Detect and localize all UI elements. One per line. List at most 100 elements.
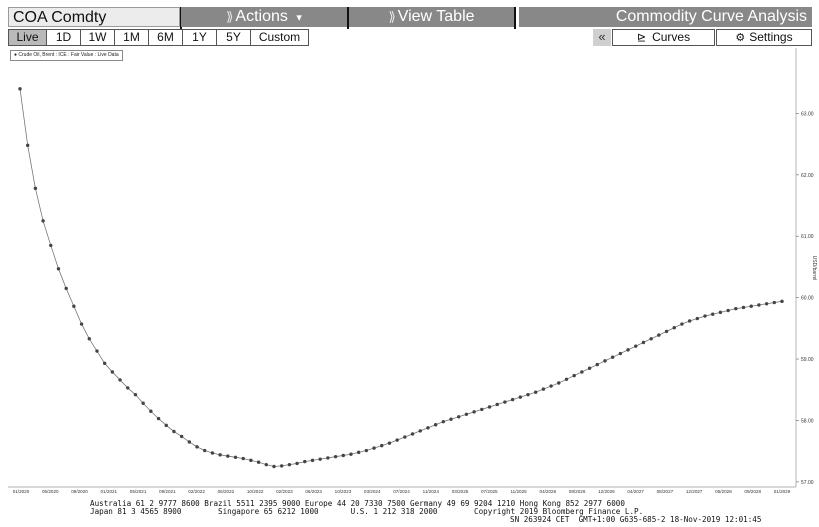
- x-tick-label: 08/2026: [569, 489, 586, 494]
- y-tick-label: 59.00: [801, 357, 814, 363]
- data-point: [618, 351, 623, 356]
- data-point: [641, 340, 646, 345]
- view-table-button[interactable]: ⟫ View Table: [349, 7, 514, 27]
- actions-menu-button[interactable]: ⟫ Actions ▾: [181, 7, 347, 27]
- data-point: [210, 451, 215, 455]
- x-tick-label: 06/2023: [305, 489, 322, 494]
- data-point: [711, 312, 715, 316]
- data-point: [749, 304, 753, 308]
- data-point: [233, 455, 238, 459]
- tab-custom[interactable]: Custom: [251, 30, 308, 45]
- data-point: [533, 390, 538, 394]
- tab-6m[interactable]: 6M: [149, 30, 183, 45]
- x-tick-label: 09/2021: [159, 489, 176, 494]
- x-tick-label: 05/2020: [42, 489, 59, 494]
- data-point: [480, 407, 484, 412]
- data-point: [772, 300, 777, 305]
- curves-button[interactable]: ⊵ Curves: [612, 29, 715, 46]
- data-point: [526, 392, 530, 397]
- x-tick-label: 07/2025: [481, 489, 498, 494]
- data-point: [226, 454, 230, 458]
- data-point: [95, 349, 99, 353]
- ticker-input[interactable]: COA Comdty: [8, 7, 180, 27]
- data-point: [518, 395, 523, 399]
- range-tabs: Live 1D 1W 1M 6M 1Y 5Y Custom: [8, 29, 309, 46]
- data-point: [79, 322, 84, 326]
- view-table-label: View Table: [397, 8, 475, 25]
- x-tick-label: 03/2024: [364, 489, 381, 494]
- series-line: [19, 88, 783, 467]
- x-tick-label: 04/2027: [627, 489, 644, 494]
- tab-1m[interactable]: 1M: [115, 30, 149, 45]
- data-point: [572, 373, 576, 378]
- data-point: [464, 412, 469, 417]
- data-point: [457, 415, 461, 419]
- collapse-button[interactable]: «: [593, 29, 611, 46]
- data-point: [156, 416, 161, 421]
- data-point: [664, 329, 669, 334]
- top-bar: COA Comdty ⟫ Actions ▾ ⟫ View Table Commod…: [0, 0, 819, 29]
- data-point: [403, 435, 407, 439]
- tab-1y[interactable]: 1Y: [183, 30, 217, 45]
- chart-legend: ● Crude Oil, Brent : ICE : Fair Value : …: [10, 50, 123, 61]
- data-point: [56, 267, 61, 271]
- tab-1d[interactable]: 1D: [47, 30, 81, 45]
- data-point: [64, 286, 68, 291]
- data-point: [364, 448, 369, 453]
- x-tick-label: 10/2023: [335, 489, 352, 494]
- data-point: [587, 366, 592, 370]
- data-point: [249, 458, 253, 463]
- data-point: [141, 401, 145, 405]
- data-point: [764, 302, 769, 306]
- x-tick-label: 11/2024: [423, 489, 440, 494]
- y-tick-label: 63.00: [801, 111, 814, 117]
- data-point: [133, 392, 138, 397]
- data-point: [218, 453, 222, 457]
- data-point: [256, 460, 261, 464]
- data-point: [72, 304, 76, 308]
- tab-5y[interactable]: 5Y: [217, 30, 251, 45]
- data-point: [680, 322, 684, 326]
- data-point: [472, 410, 476, 414]
- data-point: [172, 429, 176, 434]
- data-point: [118, 378, 122, 382]
- curves-label: Curves: [652, 30, 691, 44]
- data-point: [295, 461, 299, 466]
- data-point: [187, 440, 192, 444]
- data-point: [149, 409, 153, 413]
- data-point: [395, 438, 399, 442]
- x-tick-label: 01/2020: [13, 489, 30, 494]
- data-point: [110, 370, 115, 374]
- data-point: [49, 243, 53, 248]
- x-tick-label: 01/2021: [101, 489, 118, 494]
- data-point: [418, 429, 422, 433]
- gear-icon: ⚙: [735, 32, 746, 44]
- data-point: [203, 448, 207, 453]
- data-point: [449, 417, 453, 421]
- tab-1w[interactable]: 1W: [81, 30, 115, 45]
- data-point: [734, 306, 738, 311]
- data-point: [703, 314, 707, 318]
- data-point: [780, 299, 784, 304]
- data-point: [541, 387, 546, 391]
- settings-button[interactable]: ⚙ Settings: [716, 29, 812, 46]
- x-tick-label: 12/2027: [686, 489, 703, 494]
- actions-label: Actions: [235, 8, 288, 25]
- data-point: [33, 186, 38, 191]
- data-point: [356, 450, 361, 455]
- data-point: [595, 362, 599, 367]
- data-point: [87, 337, 91, 341]
- data-point: [241, 456, 245, 461]
- y-tick-label: 62.00: [801, 173, 814, 179]
- tab-live[interactable]: Live: [9, 30, 47, 45]
- data-point: [503, 400, 507, 404]
- y-tick-label: 57.00: [801, 480, 814, 486]
- data-point: [510, 397, 515, 402]
- data-point: [634, 344, 638, 348]
- data-point: [164, 423, 168, 428]
- data-point: [279, 464, 284, 468]
- x-tick-label: 01/2029: [774, 489, 791, 494]
- actions-icon: ⟫: [226, 9, 234, 24]
- data-point: [564, 377, 569, 382]
- x-tick-label: 09/2020: [71, 489, 88, 494]
